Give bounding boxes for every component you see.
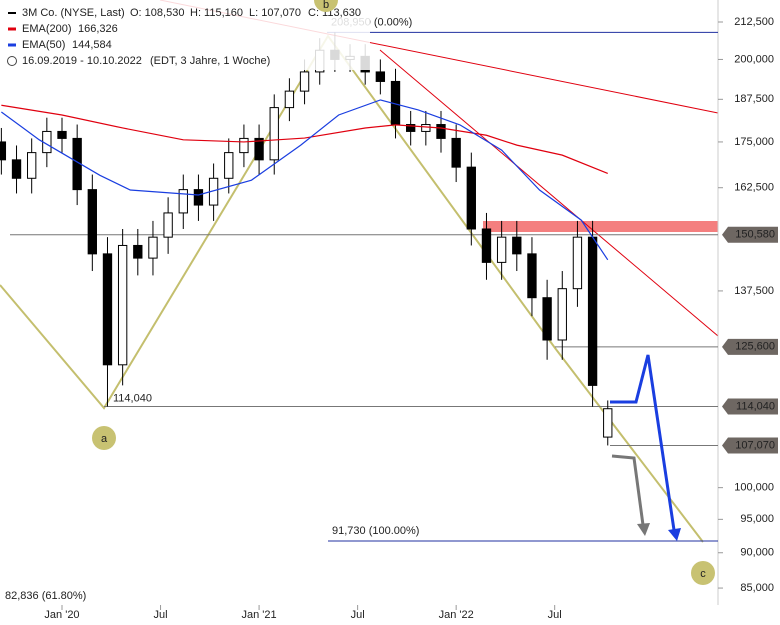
x-tick-label: Jul [548, 609, 562, 621]
legend-background [0, 0, 370, 70]
period: 16.09.2019 - 10.10.2022 [22, 55, 142, 67]
candle-body [0, 141, 7, 161]
candle-body [496, 236, 507, 263]
y-tick-label: 162,500 [734, 182, 774, 194]
level-marker [722, 437, 778, 454]
legend-label: EMA(200) [22, 23, 72, 35]
y-tick-label: 175,000 [734, 136, 774, 148]
candle-body [102, 253, 113, 366]
candle-body [406, 124, 416, 132]
candle-body [57, 130, 67, 139]
candle-body [375, 71, 386, 82]
candle-body [481, 228, 492, 263]
legend-swatch [8, 27, 16, 31]
arrow-head [668, 528, 681, 541]
fib-label: 91,730 (100.00%) [332, 525, 419, 537]
candle-body [133, 244, 143, 259]
y-tick-label: 95,000 [740, 513, 774, 525]
plot: 208,950 (0.00%)91,730 (100.00%) [0, 16, 718, 542]
wave-circle [92, 426, 116, 450]
annotation: 82,836 (61.80%) [5, 590, 86, 602]
candle-body [421, 124, 431, 132]
level-label: 107,070 [735, 439, 775, 451]
candle-body [269, 107, 279, 161]
candle-body [193, 189, 204, 206]
y-tick-label: 212,500 [734, 16, 774, 28]
wave-circle [314, 0, 338, 12]
y-tick-label: 187,500 [734, 93, 774, 105]
candle-body [542, 297, 552, 341]
x-tick-label: Jan '21 [242, 609, 277, 621]
clock-icon [7, 56, 17, 66]
candle-body [299, 71, 310, 92]
level-label: 150,580 [735, 229, 775, 241]
header-high: H: 115,160 [190, 7, 243, 19]
level-marker [722, 398, 778, 415]
legend-value: 166,326 [78, 23, 118, 35]
candle-body [512, 236, 522, 255]
arrow-head [637, 523, 650, 536]
candle-body [254, 137, 264, 161]
y-tick-label: 200,000 [734, 53, 774, 65]
y-tick-label: 90,000 [740, 547, 774, 559]
y-tick-label: 85,000 [740, 582, 774, 594]
candle-body [11, 159, 22, 179]
candle-body [178, 189, 188, 214]
legend-swatch [8, 43, 16, 47]
annotation: 114,040 [113, 392, 152, 404]
level-label: 114,040 [736, 400, 775, 412]
legend-swatch [8, 12, 16, 14]
candle-body [27, 152, 37, 179]
resistance-zone [483, 221, 718, 232]
candle-body [87, 189, 97, 255]
legend-value: 144,584 [72, 39, 112, 51]
level-label: 125,600 [735, 341, 775, 353]
x-tick-label: Jan '22 [439, 609, 474, 621]
level-marker [722, 226, 778, 243]
wave-circle [691, 561, 715, 585]
candle-body [224, 152, 234, 179]
forecast-arrow [610, 354, 676, 531]
candle-body [239, 137, 249, 154]
x-tick-label: Jul [351, 609, 365, 621]
ema-line [1, 104, 608, 174]
candle-body [572, 236, 583, 290]
header-title: 3M Co. (NYSE, Last) [22, 7, 125, 19]
header-low: L: 107,070 [249, 7, 301, 19]
ema-line [1, 99, 609, 261]
wave-label: b [323, 0, 329, 11]
x-tick-label: Jul [154, 609, 168, 621]
candle-body [466, 166, 476, 230]
forecast-arrow [611, 454, 645, 526]
candle-body [451, 137, 461, 168]
x-tick-label: Jan '20 [44, 609, 79, 621]
candle-body [527, 253, 537, 299]
trend-line [379, 49, 719, 337]
header-close: C: 113,630 [308, 7, 361, 19]
candle-body [117, 244, 128, 366]
header-open: O: 108,530 [130, 7, 184, 19]
period-note: (EDT, 3 Jahre, 1 Woche) [150, 55, 270, 67]
candle-body [284, 90, 295, 109]
wave-label: a [101, 433, 108, 445]
y-tick-label: 100,000 [734, 482, 774, 494]
candle-body [163, 212, 173, 238]
candle-body [587, 236, 598, 386]
y-tick-label: 137,500 [734, 285, 774, 297]
candle-body [148, 236, 158, 259]
candle-body [436, 124, 446, 139]
candle-body [603, 408, 613, 438]
level-marker [722, 338, 778, 355]
legend: 3M Co. (NYSE, Last) O: 108,530 H: 115,16… [0, 0, 370, 70]
legend-label: EMA(50) [22, 39, 65, 51]
candle-body [557, 288, 567, 341]
wave-label: c [700, 568, 706, 580]
